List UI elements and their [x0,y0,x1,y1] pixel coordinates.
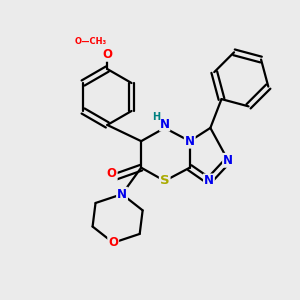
Text: H: H [152,112,160,122]
Text: O—CH₃: O—CH₃ [75,37,107,46]
Text: N: N [223,154,233,167]
Text: O: O [102,48,112,61]
Text: O: O [108,236,118,249]
Text: O: O [107,167,117,180]
Text: S: S [160,174,169,188]
Text: N: N [204,174,214,188]
Text: N: N [117,188,127,201]
Text: N: N [185,135,195,148]
Text: N: N [160,118,170,131]
